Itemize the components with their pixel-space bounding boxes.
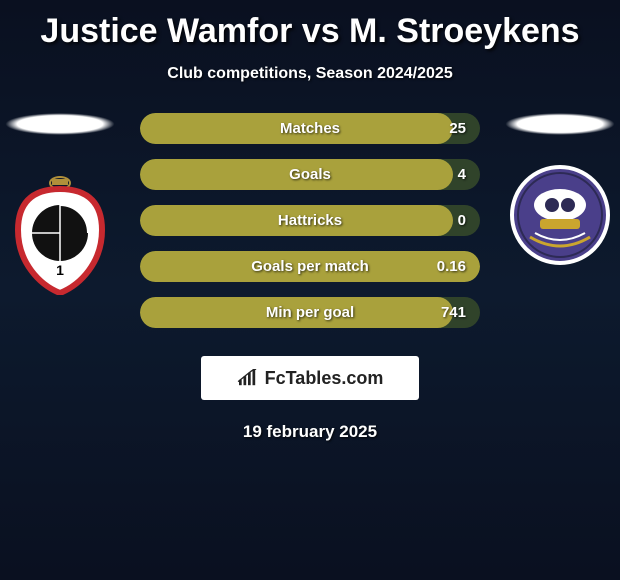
subtitle: Club competitions, Season 2024/2025 xyxy=(0,65,620,83)
stat-bar-value: 741 xyxy=(441,304,466,321)
bar-chart-icon xyxy=(237,369,259,387)
svg-text:1: 1 xyxy=(56,262,64,278)
page-title: Justice Wamfor vs M. Stroeykens xyxy=(0,0,620,51)
stat-bar-value: 0.16 xyxy=(437,258,466,275)
stat-bar-label: Hattricks xyxy=(278,212,342,229)
branding-text: FcTables.com xyxy=(265,368,384,389)
stat-bar: Goals 4 xyxy=(140,159,480,190)
stat-bar: Goals per match 0.16 xyxy=(140,251,480,282)
branding-badge: FcTables.com xyxy=(201,356,419,400)
stat-bar-label: Goals per match xyxy=(251,258,369,275)
left-team-crest: 1 xyxy=(10,165,110,300)
stat-bar: Matches 25 xyxy=(140,113,480,144)
date-text: 19 february 2025 xyxy=(0,422,620,442)
right-column xyxy=(500,113,620,270)
right-ellipse xyxy=(505,113,615,135)
content-area: 1 Matches 25 Goals 4 Hattricks 0 Goals per mat… xyxy=(0,113,620,328)
stat-bars: Matches 25 Goals 4 Hattricks 0 Goals per match… xyxy=(140,113,480,328)
left-ellipse xyxy=(5,113,115,135)
stat-bar-value: 4 xyxy=(458,166,466,183)
stat-bar-label: Goals xyxy=(289,166,331,183)
stat-bar: Hattricks 0 xyxy=(140,205,480,236)
stat-bar: Min per goal 741 xyxy=(140,297,480,328)
stat-bar-value: 0 xyxy=(458,212,466,229)
stat-bar-value: 25 xyxy=(449,120,466,137)
right-team-crest xyxy=(510,165,610,270)
stat-bar-label: Matches xyxy=(280,120,340,137)
left-column: 1 xyxy=(0,113,120,300)
stat-bar-label: Min per goal xyxy=(266,304,354,321)
